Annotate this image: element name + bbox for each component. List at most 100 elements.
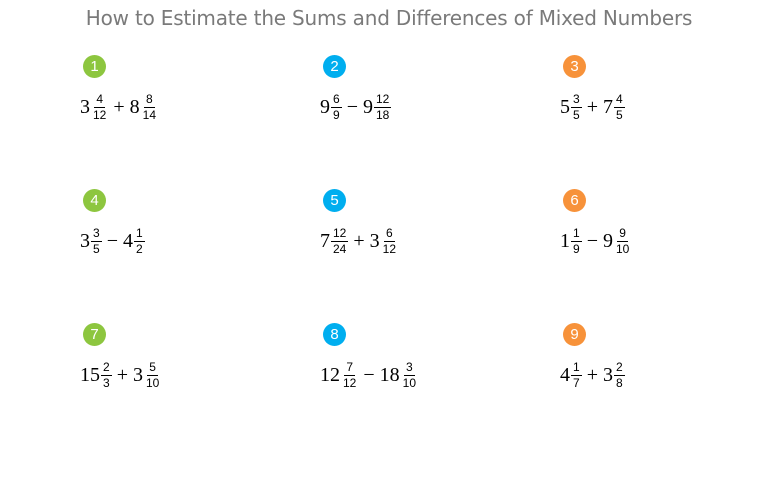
problem-number-badge: 1: [83, 55, 106, 78]
numerator: 3: [403, 360, 415, 376]
mixed-number-expression: 9 6 9 − 9 12 18: [320, 92, 392, 122]
problem-number-badge: 7: [83, 323, 106, 346]
fraction: 1 9: [571, 227, 582, 256]
mixed-number-a: 12 7 12: [320, 361, 358, 390]
mixed-number-a: 15 2 3: [80, 361, 112, 390]
denominator: 10: [145, 376, 160, 390]
whole-part: 3: [80, 96, 90, 118]
mixed-number-a: 7 12 24: [320, 226, 349, 256]
operator: −: [363, 364, 375, 386]
whole-part: 4: [560, 364, 570, 386]
mixed-number-b: 3 6 12: [370, 227, 398, 256]
whole-part: 15: [80, 364, 100, 386]
problem-7: 7 15 2 3 + 3 5 10: [80, 323, 283, 413]
mixed-number-a: 5 3 5: [560, 93, 582, 122]
denominator: 2: [135, 242, 143, 256]
problem-4: 4 3 3 5 − 4 1 2: [80, 189, 283, 279]
denominator: 7: [573, 376, 580, 390]
problem-number-badge: 9: [563, 323, 586, 346]
fraction: 9 10: [614, 227, 631, 256]
mixed-number-a: 4 1 7: [560, 361, 582, 390]
fraction: 3 5: [571, 93, 582, 122]
denominator: 5: [615, 108, 623, 122]
denominator: 10: [615, 242, 630, 256]
fraction: 4 5: [613, 92, 625, 122]
mixed-number-expression: 7 12 24 + 3 6 12: [320, 227, 398, 256]
fraction: 5 10: [144, 361, 161, 390]
numerator: 9: [617, 226, 628, 242]
denominator: 5: [573, 108, 580, 122]
whole-part: 9: [602, 230, 613, 252]
whole-part: 7: [320, 230, 330, 252]
problem-number-badge: 5: [323, 189, 346, 212]
denominator: 10: [402, 376, 416, 390]
problem-1: 1 3 4 12 + 8 8 14: [80, 55, 283, 145]
fraction: 3 5: [91, 227, 102, 256]
mixed-number-b: 7 4 5: [603, 93, 625, 122]
problem-number-badge: 3: [563, 55, 586, 78]
whole-part: 3: [369, 230, 380, 252]
operator: −: [586, 230, 598, 252]
operator: +: [113, 96, 125, 118]
operator: +: [586, 364, 598, 386]
numerator: 4: [613, 92, 625, 108]
denominator: 18: [375, 108, 390, 122]
denominator: 12: [382, 242, 396, 256]
operator: −: [106, 230, 118, 252]
operator: +: [353, 230, 365, 252]
numerator: 3: [571, 92, 582, 108]
operator: +: [116, 364, 128, 386]
numerator: 6: [331, 92, 342, 108]
mixed-number-expression: 5 3 5 + 7 4 5: [560, 93, 625, 122]
whole-part: 8: [129, 96, 140, 118]
mixed-number-a: 9 6 9: [320, 93, 342, 122]
mixed-number-expression: 12 7 12 − 18 3 10: [320, 361, 418, 390]
problem-number-badge: 8: [323, 323, 346, 346]
fraction: 12 18: [373, 92, 392, 122]
numerator: 12: [373, 92, 392, 108]
numerator: 4: [94, 92, 106, 108]
denominator: 9: [573, 242, 580, 256]
whole-part: 3: [602, 364, 613, 386]
fraction: 1 2: [133, 226, 145, 256]
problem-8: 8 12 7 12 − 18 3 10: [320, 323, 523, 413]
mixed-number-a: 1 1 9: [560, 227, 582, 256]
fraction: 7 12: [341, 361, 358, 390]
mixed-number-expression: 4 1 7 + 3 2 8: [560, 361, 625, 390]
fraction: 3 10: [401, 361, 418, 390]
mixed-number-b: 9 9 10: [603, 227, 631, 256]
problem-5: 5 7 12 24 + 3 6 12: [320, 189, 523, 279]
numerator: 1: [571, 226, 582, 242]
mixed-number-a: 3 3 5: [80, 227, 102, 256]
problem-number-badge: 6: [563, 189, 586, 212]
whole-part: 5: [560, 96, 570, 118]
operator: +: [586, 96, 598, 118]
numerator: 12: [331, 226, 349, 242]
fraction: 4 12: [91, 93, 108, 122]
operator: −: [346, 96, 358, 118]
fraction: 12 24: [331, 226, 349, 256]
mixed-number-expression: 3 3 5 − 4 1 2: [80, 227, 145, 256]
problem-number-badge: 4: [83, 189, 106, 212]
denominator: 9: [333, 108, 340, 122]
denominator: 14: [142, 108, 156, 122]
whole-part: 4: [122, 230, 133, 252]
numerator: 6: [383, 226, 395, 242]
mixed-number-expression: 3 4 12 + 8 8 14: [80, 93, 158, 122]
fraction: 2 3: [101, 361, 112, 390]
mixed-number-b: 9 12 18: [362, 92, 392, 122]
denominator: 24: [333, 242, 347, 256]
whole-part: 18: [379, 364, 400, 386]
denominator: 3: [103, 376, 110, 390]
fraction: 6 9: [331, 93, 342, 122]
whole-part: 7: [602, 96, 613, 118]
numerator: 7: [344, 360, 356, 376]
mixed-number-b: 4 1 2: [123, 227, 145, 256]
numerator: 1: [133, 226, 145, 242]
whole-part: 9: [362, 96, 373, 118]
whole-part: 12: [320, 364, 340, 386]
fraction: 6 12: [381, 227, 398, 256]
fraction: 8 14: [141, 93, 158, 122]
denominator: 5: [93, 242, 100, 256]
denominator: 8: [615, 376, 623, 390]
